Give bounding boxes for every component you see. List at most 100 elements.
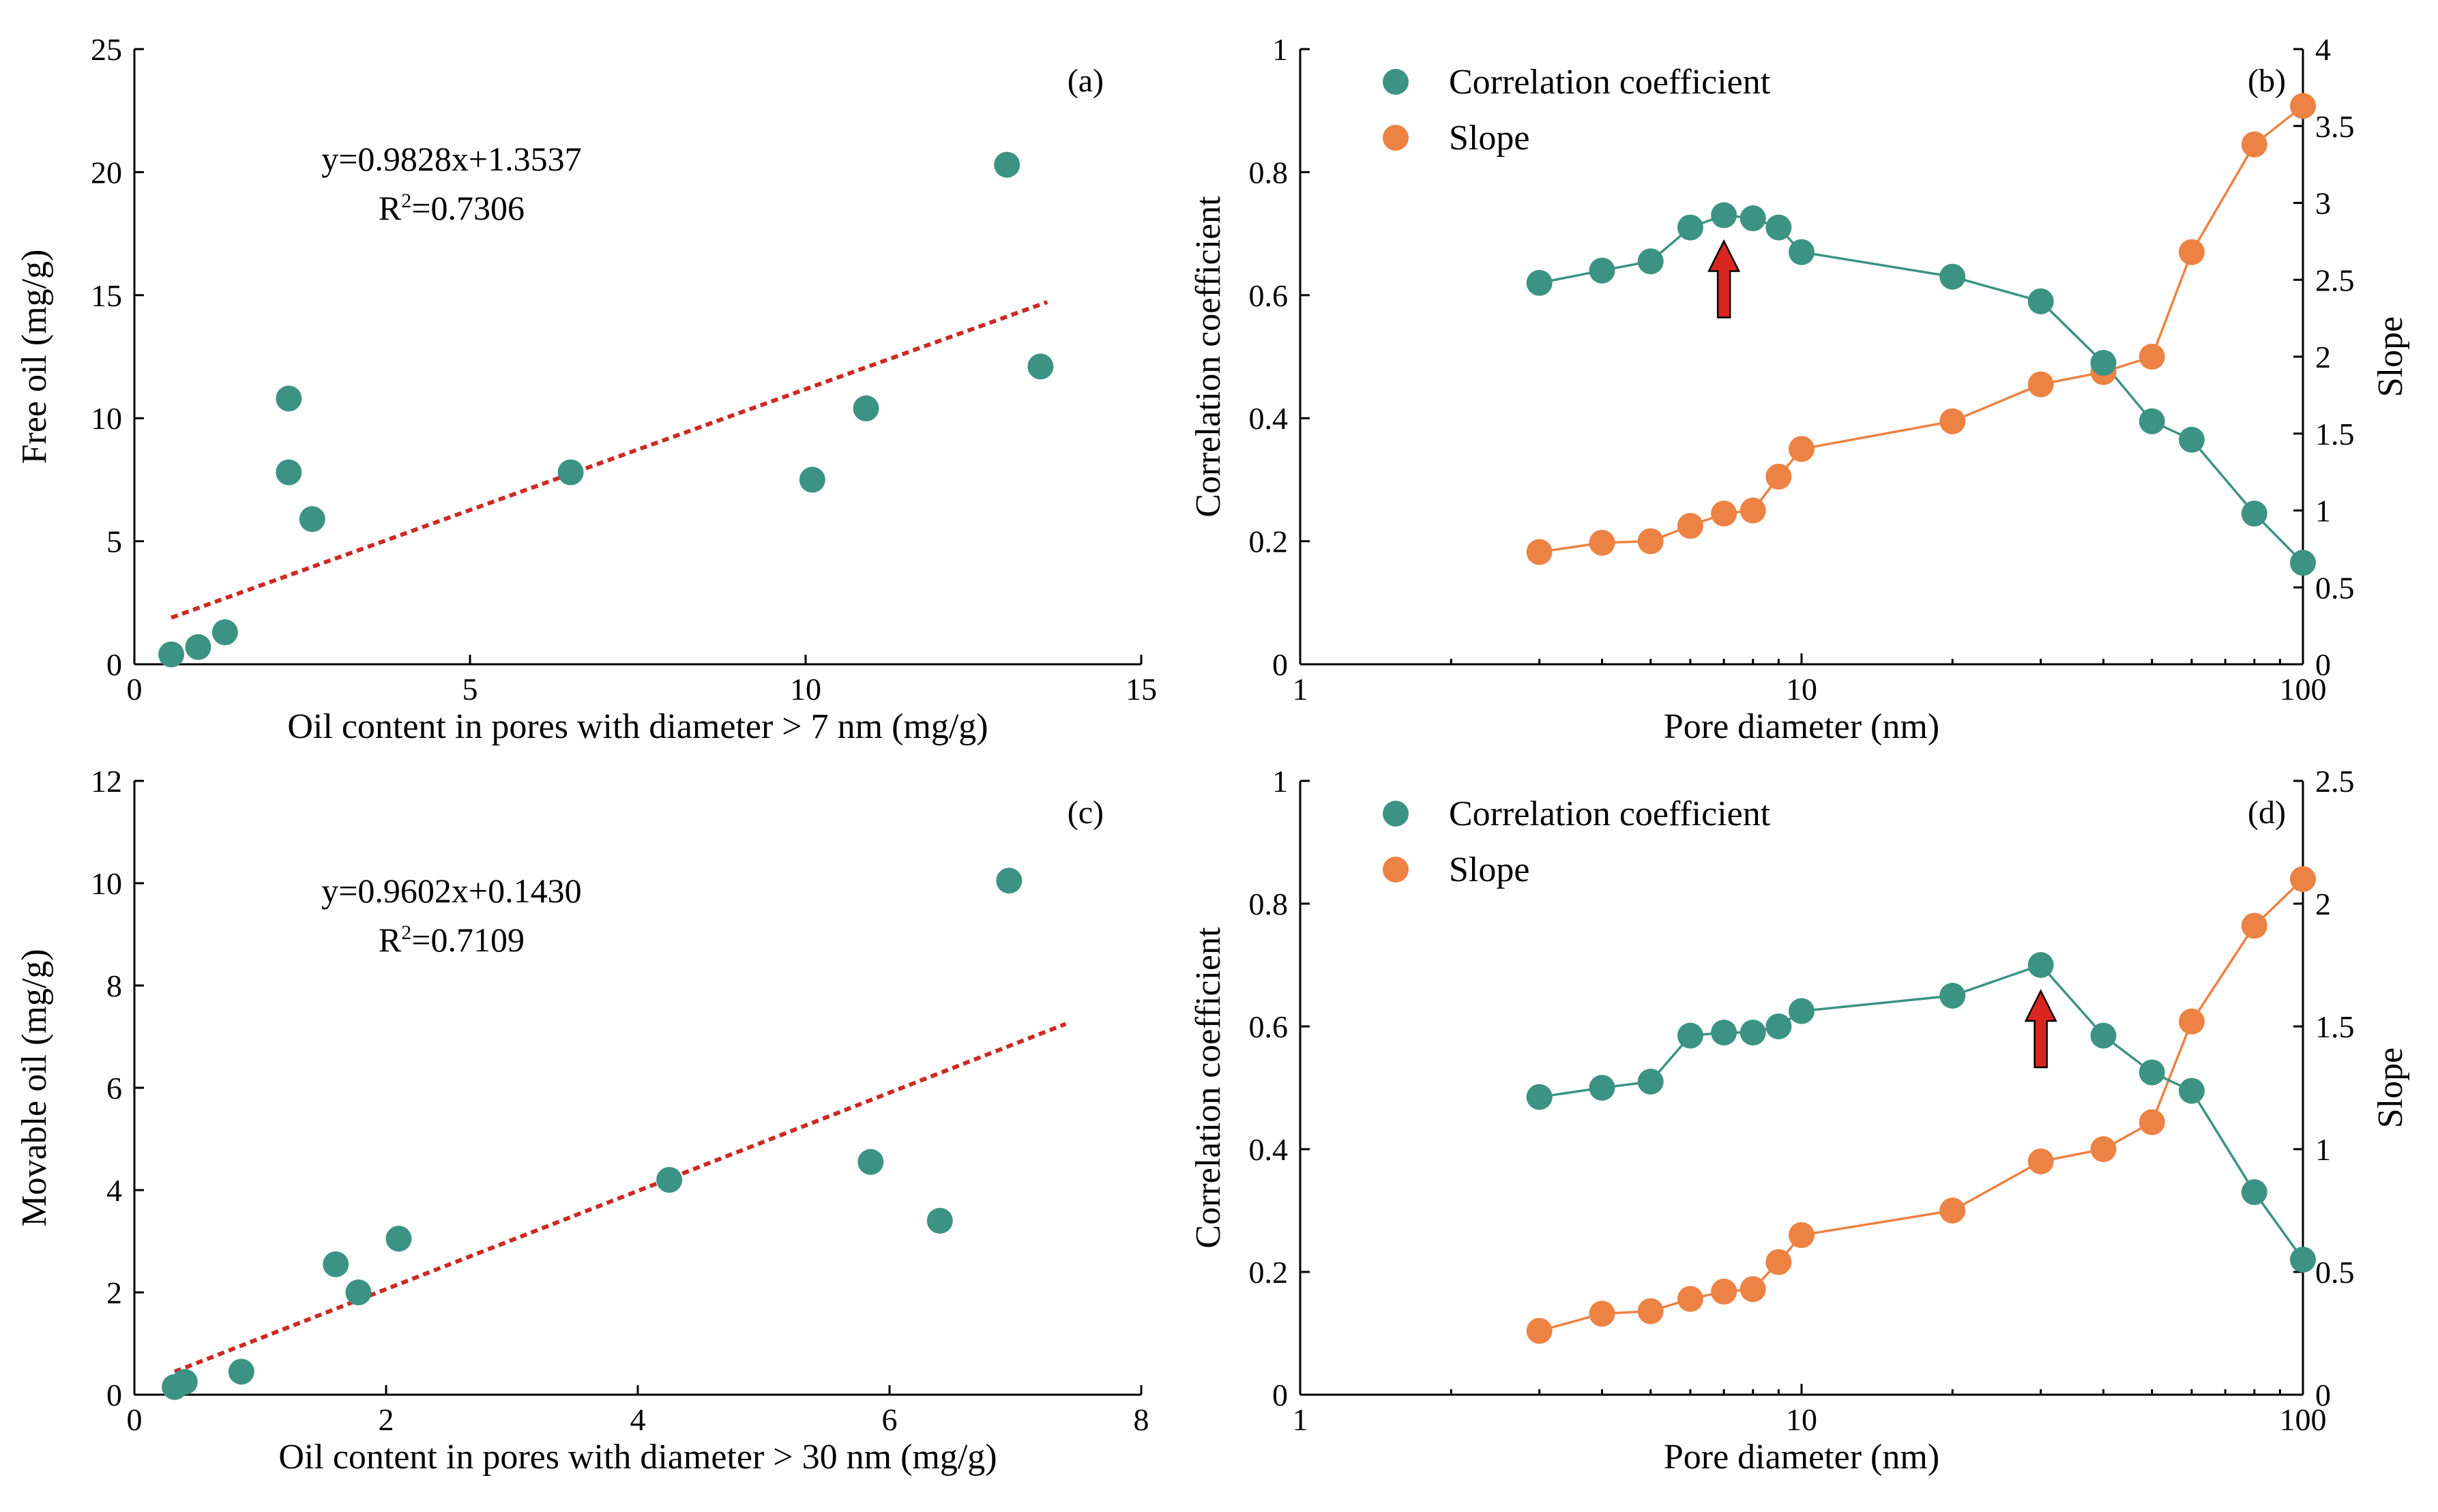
y2-tick-label: 4: [2315, 32, 2331, 67]
x-tick-label: 10: [790, 672, 821, 707]
y-tick-label: 2: [106, 1275, 122, 1310]
slope-point: [2290, 93, 2316, 119]
data-point: [1027, 353, 1054, 380]
r-squared: R2=0.7109: [379, 921, 525, 959]
slope-series-line: [1539, 878, 2304, 1333]
fit-line: [171, 300, 1048, 620]
y-tick-label: 4: [106, 1173, 122, 1208]
y-tick-label: 0.6: [1249, 1009, 1289, 1044]
correlation-point: [1711, 1020, 1737, 1046]
legend-label-slope: Slope: [1449, 119, 1529, 158]
y2-tick-label: 2.5: [2315, 263, 2355, 297]
x-axis-title: Pore diameter (nm): [1664, 707, 1939, 746]
correlation-point: [1677, 1022, 1703, 1049]
slope-series-line: [1539, 105, 2304, 554]
slope-point: [1637, 1298, 1664, 1324]
x-tick-label: 15: [1126, 672, 1157, 707]
y-axis-title: Correlation coefficient: [1189, 927, 1228, 1249]
legend-marker-correlation: [1383, 801, 1409, 827]
data-point: [996, 868, 1023, 894]
y-tick-label: 8: [106, 968, 122, 1003]
slope-point: [2178, 239, 2205, 265]
slope-point: [1939, 1198, 1966, 1224]
y2-axis-title: Slope: [2371, 1048, 2410, 1128]
correlation-point: [1677, 214, 1703, 241]
legend-label-slope: Slope: [1449, 850, 1529, 889]
correlation-point: [1739, 1020, 1766, 1046]
correlation-point: [1789, 998, 1815, 1024]
correlation-point: [1939, 263, 1966, 290]
slope-point: [1789, 1222, 1815, 1248]
y-axis-title: Free oil (mg/g): [15, 250, 54, 464]
correlation-point: [2139, 1059, 2165, 1086]
slope-point: [2027, 371, 2054, 398]
y-tick-label: 0.2: [1249, 1255, 1289, 1290]
legend-marker-slope: [1383, 857, 1409, 883]
y-tick-label: 10: [91, 866, 122, 901]
y2-tick-label: 2: [2315, 340, 2331, 374]
x-axis-title: Oil content in pores with diameter > 30 …: [278, 1438, 997, 1477]
data-point: [799, 466, 825, 493]
data-point: [276, 459, 302, 486]
slope-point: [1711, 501, 1737, 527]
y2-tick-label: 0: [2315, 1378, 2331, 1412]
y-tick-label: 25: [91, 32, 122, 67]
y-tick-label: 1: [1272, 764, 1288, 799]
r-squared: R2=0.7306: [379, 189, 525, 227]
x-tick-label: 1: [1293, 672, 1308, 707]
data-point: [211, 619, 238, 646]
y2-axis-title: Slope: [2371, 316, 2410, 397]
correlation-point: [2178, 426, 2205, 453]
y-axis-title: Movable oil (mg/g): [15, 949, 54, 1226]
x-tick-label: 5: [462, 672, 478, 707]
y2-tick-label: 1: [2315, 1132, 2331, 1167]
data-point: [857, 1148, 884, 1175]
slope-point: [2139, 344, 2165, 370]
correlation-point: [1739, 205, 1766, 232]
correlation-point: [2027, 288, 2054, 314]
slope-point: [1739, 1276, 1766, 1303]
panel-c: 0 2 4 6 8 10 12 0 2 4 6 8 Oil content in pores with …: [15, 764, 1149, 1477]
x-axis-title: Pore diameter (nm): [1664, 1438, 1939, 1477]
x-tick-label: 2: [379, 1402, 394, 1437]
correlation-point: [1637, 248, 1664, 275]
slope-point: [1739, 497, 1766, 524]
x-tick-label: 10: [1786, 1402, 1817, 1437]
data-point: [228, 1359, 254, 1385]
slope-point: [1526, 539, 1553, 565]
y-tick-label: 12: [91, 764, 122, 799]
slope-point: [2241, 131, 2267, 158]
slope-point: [1939, 408, 1966, 434]
legend-marker-correlation: [1383, 69, 1409, 95]
correlation-point: [2290, 550, 2316, 576]
fit-line: [173, 1022, 1067, 1374]
y-tick-label: 0: [106, 647, 122, 682]
peak-arrow: [2024, 989, 2057, 1069]
correlation-point: [2178, 1078, 2205, 1104]
correlation-point: [2090, 350, 2117, 376]
data-point: [926, 1208, 953, 1234]
panel-label: (b): [2248, 63, 2286, 99]
peak-arrow: [1707, 239, 1741, 318]
x-tick-label: 8: [1134, 1402, 1149, 1437]
slope-point: [1765, 1249, 1792, 1275]
slope-point: [2290, 866, 2316, 892]
panel-label: (d): [2248, 795, 2286, 831]
x-tick-label: 0: [127, 672, 143, 707]
data-point: [323, 1251, 349, 1277]
data-point: [171, 1369, 198, 1395]
x-tick-label: 1: [1293, 1402, 1308, 1437]
correlation-point: [1711, 202, 1737, 228]
correlation-point: [2290, 1247, 2316, 1273]
y-tick-label: 5: [106, 524, 122, 559]
y2-tick-label: 0.5: [2315, 1255, 2355, 1290]
data-point: [557, 459, 584, 486]
slope-point: [2090, 1136, 2117, 1162]
legend-marker-slope: [1383, 125, 1409, 151]
correlation-point: [2139, 408, 2165, 434]
slope-point: [1526, 1318, 1553, 1344]
y-tick-label: 0.4: [1249, 401, 1289, 436]
panel-label: (a): [1068, 63, 1104, 99]
